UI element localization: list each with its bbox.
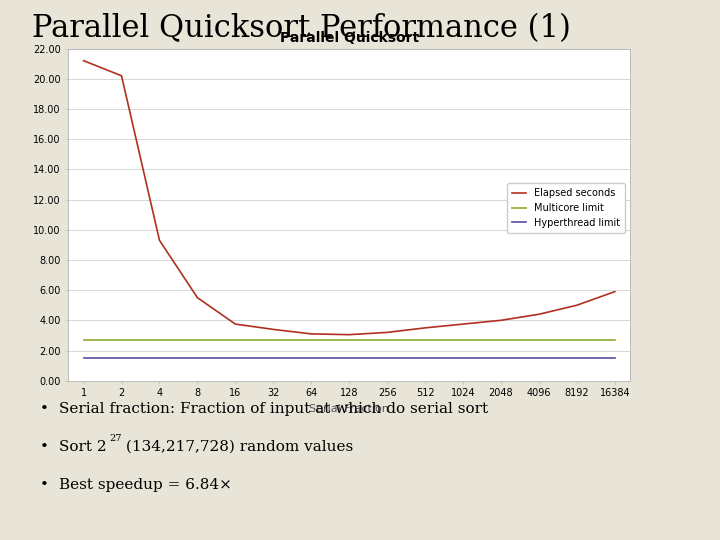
Text: Serial fraction: Fraction of input at which do serial sort: Serial fraction: Fraction of input at wh…	[59, 402, 488, 416]
Text: •: •	[40, 402, 48, 416]
Text: Sort 2: Sort 2	[59, 440, 107, 454]
Text: •: •	[40, 478, 48, 492]
Legend: Elapsed seconds, Multicore limit, Hyperthread limit: Elapsed seconds, Multicore limit, Hypert…	[507, 183, 625, 233]
Text: Parallel Quicksort Performance (1): Parallel Quicksort Performance (1)	[32, 14, 571, 44]
Title: Parallel Quicksort: Parallel Quicksort	[279, 31, 419, 45]
Text: •: •	[40, 440, 48, 454]
Text: (134,217,728) random values: (134,217,728) random values	[121, 440, 354, 454]
Text: Best speedup = 6.84×: Best speedup = 6.84×	[59, 478, 232, 492]
X-axis label: Serial Fraction: Serial Fraction	[310, 404, 389, 414]
Text: 27: 27	[109, 434, 122, 443]
